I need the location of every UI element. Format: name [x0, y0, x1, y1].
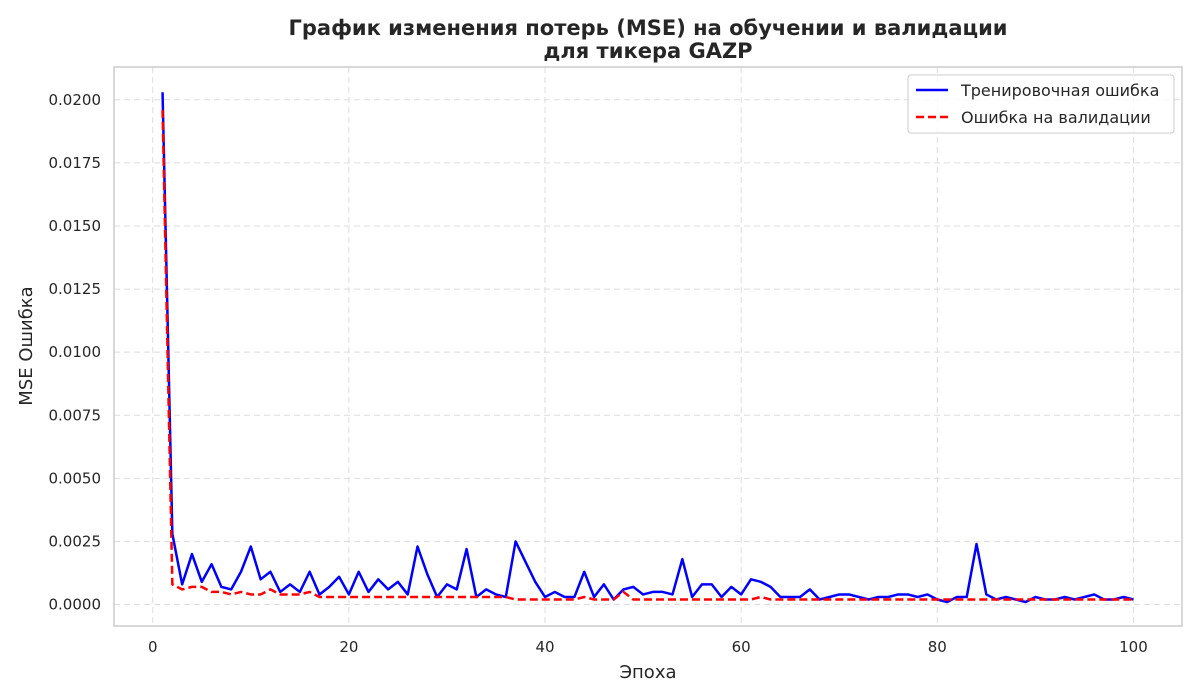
y-tick-label: 0.0025 [49, 532, 102, 550]
legend: Тренировочная ошибка Ошибка на валидации [907, 74, 1175, 134]
data-series [161, 92, 1134, 604]
y-tick-label: 0.0100 [49, 343, 102, 361]
train-loss-line [161, 92, 1134, 604]
legend-train-label: Тренировочная ошибка [960, 81, 1159, 100]
y-tick-label: 0.0175 [49, 154, 102, 172]
y-tick-label: 0.0075 [49, 406, 102, 424]
y-tick-label: 0.0050 [49, 469, 102, 487]
legend-val-label: Ошибка на валидации [961, 108, 1151, 127]
y-tick-labels: 0.0000 0.0025 0.0050 0.0075 0.0100 0.0125 0.01… [49, 91, 102, 614]
grid-lines [114, 67, 1182, 626]
val-loss-line [161, 109, 1134, 601]
x-tick-labels: 0 20 40 60 80 100 [148, 638, 1148, 656]
y-tick-label: 0.0125 [49, 280, 102, 298]
x-tick-label: 20 [339, 638, 358, 656]
y-tick-label: 0.0200 [49, 91, 102, 109]
chart-title: График изменения потерь (MSE) на обучени… [288, 16, 1007, 63]
plot-frame [113, 66, 1183, 627]
x-tick-label: 100 [1119, 638, 1148, 656]
y-tick-label: 0.0150 [49, 217, 102, 235]
x-tick-label: 80 [928, 638, 947, 656]
chart-title-line-1: График изменения потерь (MSE) на обучени… [288, 16, 1007, 40]
legend-box [907, 74, 1175, 134]
x-tick-label: 60 [732, 638, 751, 656]
y-axis-label: MSE Ошибка [16, 286, 37, 405]
x-tick-label: 0 [148, 638, 158, 656]
x-axis-label: Эпоха [619, 662, 676, 683]
x-tick-label: 40 [535, 638, 554, 656]
chart-title-line-2: для тикера GAZP [543, 39, 752, 63]
y-tick-label: 0.0000 [49, 596, 102, 614]
